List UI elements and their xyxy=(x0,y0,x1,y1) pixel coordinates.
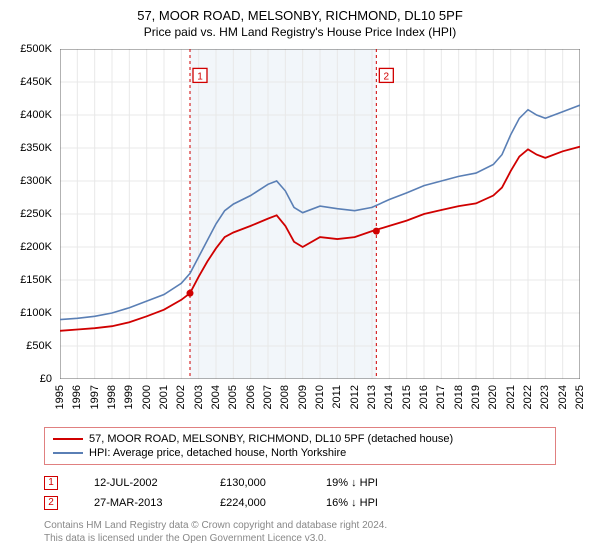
x-tick-label: 2020 xyxy=(487,385,499,409)
x-tick-label: 2000 xyxy=(141,385,153,409)
legend-swatch xyxy=(53,452,83,454)
y-tick-label: £450K xyxy=(20,76,52,88)
legend-swatch xyxy=(53,438,83,440)
y-axis-labels: £0£50K£100K£150K£200K£250K£300K£350K£400… xyxy=(12,49,56,379)
x-tick-label: 2008 xyxy=(279,385,291,409)
x-tick-label: 2002 xyxy=(175,385,187,409)
y-tick-label: £200K xyxy=(20,241,52,253)
footnote-line1: Contains HM Land Registry data © Crown c… xyxy=(44,519,556,532)
x-tick-label: 2005 xyxy=(227,385,239,409)
x-tick-label: 1999 xyxy=(123,385,135,409)
x-tick-label: 2019 xyxy=(470,385,482,409)
x-tick-label: 2022 xyxy=(522,385,534,409)
chart-container: 57, MOOR ROAD, MELSONBY, RICHMOND, DL10 … xyxy=(0,0,600,555)
y-tick-label: £100K xyxy=(20,307,52,319)
x-tick-label: 2011 xyxy=(331,385,343,409)
x-tick-label: 2009 xyxy=(297,385,309,409)
x-tick-label: 2010 xyxy=(314,385,326,409)
marker-date: 27-MAR-2013 xyxy=(94,497,184,509)
x-tick-label: 2007 xyxy=(262,385,274,409)
footnote: Contains HM Land Registry data © Crown c… xyxy=(44,519,556,545)
footnote-line2: This data is licensed under the Open Gov… xyxy=(44,532,556,545)
x-tick-label: 2021 xyxy=(505,385,517,409)
marker-pct: 19% ↓ HPI xyxy=(326,477,416,489)
event-marker-point xyxy=(187,290,194,297)
y-tick-label: £500K xyxy=(20,43,52,55)
marker-price: £130,000 xyxy=(220,477,290,489)
x-tick-label: 2017 xyxy=(435,385,447,409)
x-tick-label: 2006 xyxy=(245,385,257,409)
x-tick-label: 2025 xyxy=(574,385,586,409)
y-tick-label: £0 xyxy=(40,373,52,385)
marker-id-box: 2 xyxy=(44,496,58,510)
x-tick-label: 1998 xyxy=(106,385,118,409)
y-tick-label: £50K xyxy=(26,340,52,352)
legend-box: 57, MOOR ROAD, MELSONBY, RICHMOND, DL10 … xyxy=(44,427,556,465)
x-tick-label: 2016 xyxy=(418,385,430,409)
x-tick-label: 2001 xyxy=(158,385,170,409)
y-tick-label: £400K xyxy=(20,109,52,121)
event-marker-flag-label: 2 xyxy=(384,71,390,82)
marker-table-row: 1 12-JUL-2002 £130,000 19% ↓ HPI xyxy=(44,473,556,493)
x-tick-label: 2024 xyxy=(557,385,569,409)
marker-date: 12-JUL-2002 xyxy=(94,477,184,489)
x-tick-label: 1997 xyxy=(89,385,101,409)
x-tick-label: 2004 xyxy=(210,385,222,409)
plot-wrapper: £0 £50K £100K £150K £200K £250K £300K £350K £400… xyxy=(12,49,588,419)
legend-item: 57, MOOR ROAD, MELSONBY, RICHMOND, DL10 … xyxy=(53,432,547,446)
legend-label: HPI: Average price, detached house, Nort… xyxy=(89,447,346,459)
marker-price: £224,000 xyxy=(220,497,290,509)
x-tick-label: 2018 xyxy=(453,385,465,409)
chart-svg: 12 xyxy=(60,49,580,379)
legend-item: HPI: Average price, detached house, Nort… xyxy=(53,446,547,460)
marker-pct: 16% ↓ HPI xyxy=(326,497,416,509)
marker-table: 1 12-JUL-2002 £130,000 19% ↓ HPI 2 27-MAR-201… xyxy=(44,473,556,513)
marker-table-row: 2 27-MAR-2013 £224,000 16% ↓ HPI xyxy=(44,493,556,513)
event-marker-point xyxy=(373,228,380,235)
x-tick-label: 2015 xyxy=(401,385,413,409)
y-tick-label: £150K xyxy=(20,274,52,286)
legend-label: 57, MOOR ROAD, MELSONBY, RICHMOND, DL10 … xyxy=(89,433,453,445)
y-tick-label: £300K xyxy=(20,175,52,187)
y-tick-label: £250K xyxy=(20,208,52,220)
event-marker-flag-label: 1 xyxy=(197,71,203,82)
x-axis-labels: 1995199619971998199920002001200220032004… xyxy=(60,381,580,419)
y-tick-label: £350K xyxy=(20,142,52,154)
marker-id-box: 1 xyxy=(44,476,58,490)
x-tick-label: 2003 xyxy=(193,385,205,409)
x-tick-label: 2012 xyxy=(349,385,361,409)
x-tick-label: 2023 xyxy=(539,385,551,409)
chart-title-address: 57, MOOR ROAD, MELSONBY, RICHMOND, DL10 … xyxy=(12,8,588,23)
x-tick-label: 1996 xyxy=(71,385,83,409)
chart-subtitle: Price paid vs. HM Land Registry's House … xyxy=(12,25,588,39)
x-tick-label: 2013 xyxy=(366,385,378,409)
plot-area: 12 xyxy=(60,49,580,379)
x-tick-label: 2014 xyxy=(383,385,395,409)
x-tick-label: 1995 xyxy=(54,385,66,409)
